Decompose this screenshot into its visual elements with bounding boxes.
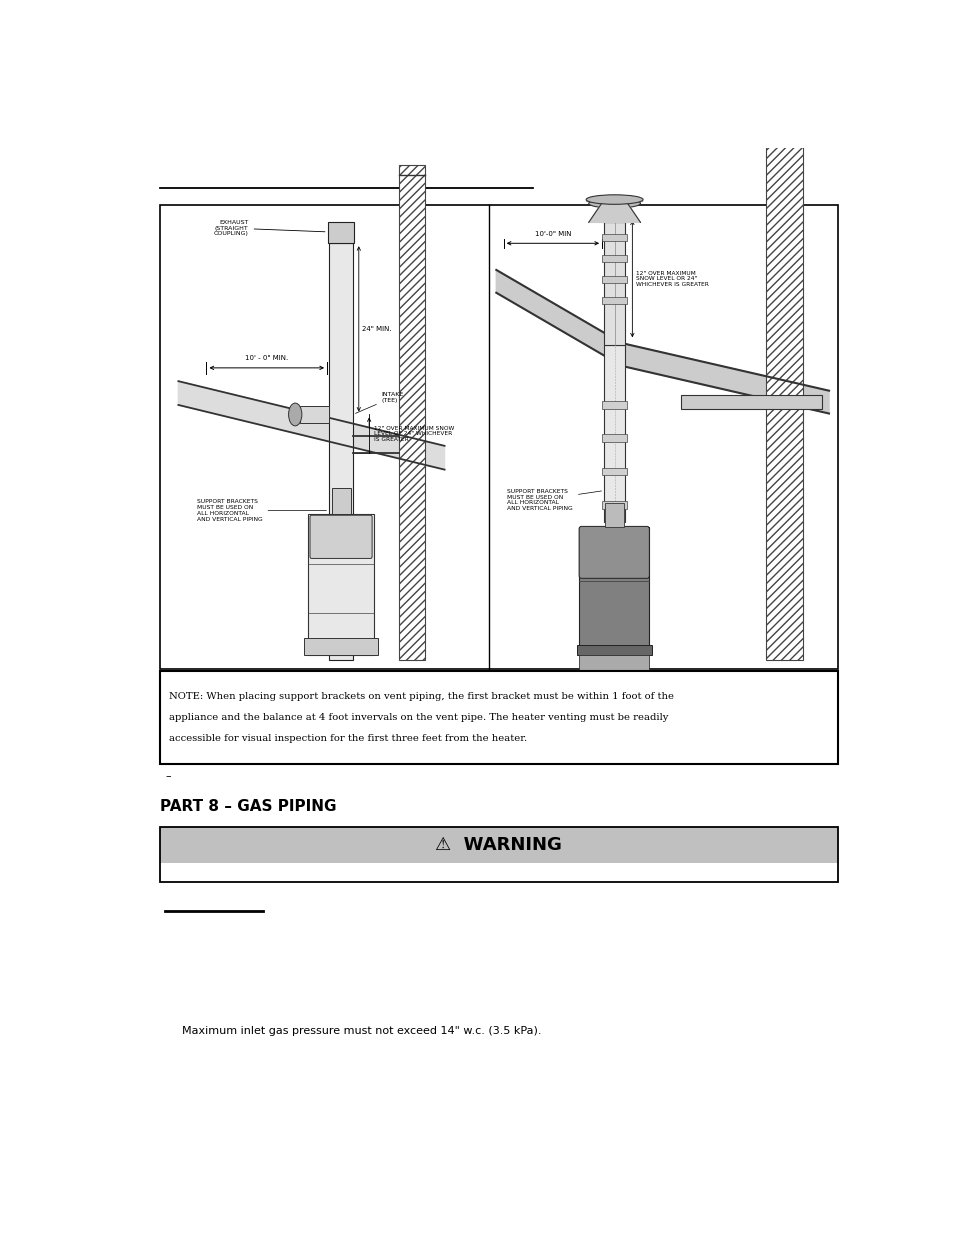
Bar	[304, 638, 377, 655]
Text: PART 8 – GAS PIPING: PART 8 – GAS PIPING	[160, 799, 336, 814]
Text: 2" roof vent with 2" concentric vent kit: 2" roof vent with 2" concentric vent kit	[496, 703, 740, 713]
Bar	[160, 205, 837, 669]
Bar	[577, 645, 651, 655]
Text: 10' - 0" MIN.: 10' - 0" MIN.	[245, 356, 288, 361]
Text: SUPPORT BRACKETS
MUST BE USED ON
ALL HORIZONTAL
AND VERTICAL PIPING: SUPPORT BRACKETS MUST BE USED ON ALL HOR…	[196, 499, 326, 521]
Bar	[603, 345, 624, 522]
Text: 2" roof vent with tee (intake) & coupling: 2" roof vent with tee (intake) & couplin…	[222, 703, 476, 713]
Text: EXHAUST
(STRAIGHT
COUPLING): EXHAUST (STRAIGHT COUPLING)	[213, 220, 325, 236]
Text: appliance and the balance at 4 foot invervals on the vent pipe. The heater venti: appliance and the balance at 4 foot inve…	[169, 714, 667, 722]
Polygon shape	[585, 200, 642, 201]
Bar	[299, 406, 329, 424]
Text: 10'-0" MIN: 10'-0" MIN	[534, 231, 571, 237]
Text: RIGHT SIDE VIEW: RIGHT SIDE VIEW	[548, 674, 614, 683]
Text: INTAKE
(TEE): INTAKE (TEE)	[355, 391, 403, 414]
Bar	[578, 655, 649, 674]
Bar	[160, 827, 837, 863]
Text: LP-171-X Rev. 9/21/06: LP-171-X Rev. 9/21/06	[696, 688, 779, 698]
Bar	[601, 435, 626, 442]
Bar	[601, 401, 626, 409]
Text: 06/18/13: 06/18/13	[400, 688, 432, 693]
Bar	[680, 395, 821, 409]
Text: 24" MIN.: 24" MIN.	[362, 326, 392, 332]
Polygon shape	[621, 343, 828, 414]
Bar	[160, 672, 837, 764]
Bar	[601, 233, 626, 241]
Ellipse shape	[588, 199, 639, 209]
Text: SUPPORT BRACKETS
MUST BE USED ON
ALL HORIZONTAL
AND VERTICAL PIPING: SUPPORT BRACKETS MUST BE USED ON ALL HOR…	[507, 489, 601, 511]
Text: LP-171-W: LP-171-W	[400, 674, 433, 680]
Bar	[160, 827, 837, 882]
Text: Maximum inlet gas pressure must not exceed 14" w.c. (3.5 kPa).: Maximum inlet gas pressure must not exce…	[182, 1026, 541, 1036]
Bar	[328, 222, 354, 243]
Bar	[601, 254, 626, 262]
Bar	[603, 222, 624, 345]
Polygon shape	[496, 270, 621, 366]
Text: (exhaust): (exhaust)	[222, 724, 282, 734]
Text: NOTE: When placing support brackets on vent piping, the first bracket must be wi: NOTE: When placing support brackets on v…	[169, 693, 673, 701]
Text: (KGAVT0501CVT): (KGAVT0501CVT)	[496, 724, 603, 734]
Bar	[160, 863, 837, 882]
Text: RIGHT SIDE VIEW: RIGHT SIDE VIEW	[256, 674, 322, 683]
Bar	[601, 468, 626, 475]
Bar	[329, 243, 353, 659]
Text: accessible for visual inspection for the first three feet from the heater.: accessible for visual inspection for the…	[169, 735, 526, 743]
Bar	[601, 204, 627, 222]
Bar	[578, 526, 649, 655]
Bar	[332, 488, 350, 514]
Bar	[398, 165, 425, 659]
Bar	[604, 503, 623, 526]
Text: 12" OVER MAXIMUM SNOW
LEVEL OF 24" WHICHEVER
IS GREATER: 12" OVER MAXIMUM SNOW LEVEL OF 24" WHICH…	[374, 426, 454, 442]
Polygon shape	[588, 204, 639, 222]
Ellipse shape	[585, 195, 642, 204]
Bar	[601, 275, 626, 283]
Bar	[601, 296, 626, 304]
Ellipse shape	[288, 403, 301, 426]
Bar	[308, 514, 374, 655]
Text: ⚠  WARNING: ⚠ WARNING	[435, 836, 561, 855]
Polygon shape	[178, 382, 444, 469]
Bar	[601, 501, 626, 509]
FancyBboxPatch shape	[310, 515, 372, 558]
Bar	[765, 14, 802, 659]
Text: 12" OVER MAXIMUM
SNOW LEVEL OR 24"
WHICHEVER IS GREATER: 12" OVER MAXIMUM SNOW LEVEL OR 24" WHICH…	[636, 270, 708, 288]
FancyBboxPatch shape	[578, 526, 649, 578]
Text: –: –	[165, 771, 171, 781]
